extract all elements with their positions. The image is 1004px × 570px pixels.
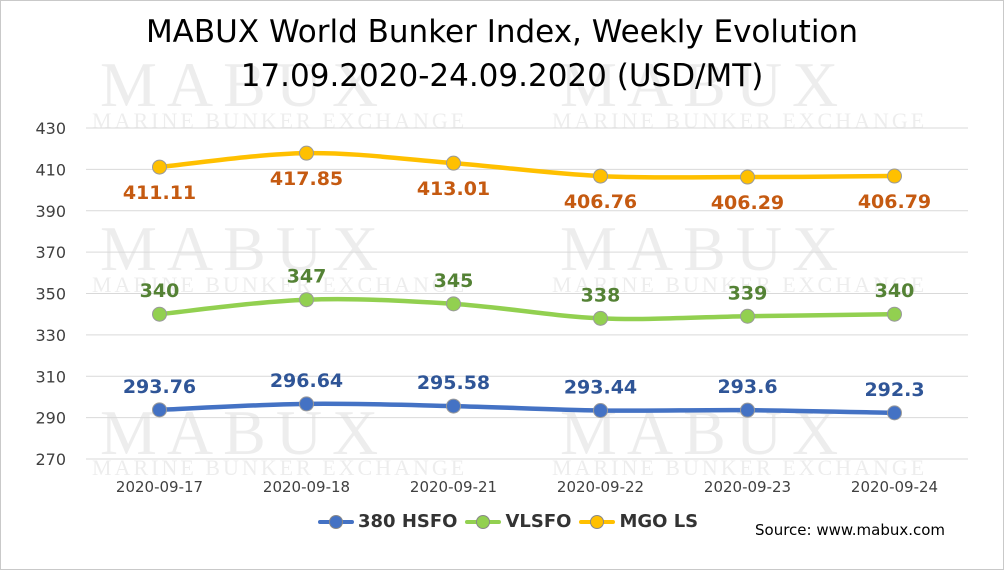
chart-title: MABUX World Bunker Index, Weekly Evoluti…: [0, 10, 1004, 98]
y-tick-label: 310: [35, 367, 66, 386]
data-point-mgo-ls: [299, 145, 314, 161]
legend-swatch-vlsfo: [465, 514, 502, 529]
legend-marker-380-hsfo: [329, 514, 343, 529]
data-point-380-hsfo: [593, 403, 608, 419]
legend-swatch-380-hsfo: [318, 514, 354, 529]
data-label-vlsfo: 338: [581, 284, 621, 306]
data-label-380-hsfo: 293.6: [717, 376, 777, 398]
data-point-mgo-ls: [887, 168, 902, 184]
legend-label-mgo-ls: MGO LS: [619, 511, 699, 532]
data-point-vlsfo: [299, 292, 314, 308]
watermark-brand: MABUX: [560, 49, 849, 120]
y-tick-label: 370: [35, 243, 66, 262]
data-point-vlsfo: [740, 308, 755, 324]
legend-item-vlsfo: VLSFO: [465, 511, 571, 532]
watermark-brand: MABUX: [100, 49, 389, 120]
y-tick-label: 290: [35, 409, 66, 428]
legend-label-vlsfo: VLSFO: [505, 511, 572, 532]
y-tick-label: 410: [35, 160, 66, 179]
y-tick-label: 330: [35, 326, 66, 345]
data-label-mgo-ls: 406.29: [711, 192, 784, 214]
y-tick-label: 350: [35, 285, 66, 304]
data-point-mgo-ls: [740, 169, 755, 185]
x-tick-label: 2020-09-23: [704, 478, 791, 496]
data-point-vlsfo: [593, 310, 608, 326]
data-point-vlsfo: [887, 306, 902, 322]
chart-title-line-1: MABUX World Bunker Index, Weekly Evoluti…: [145, 14, 859, 50]
data-point-380-hsfo: [299, 396, 314, 412]
data-label-mgo-ls: 411.11: [123, 182, 196, 204]
data-point-380-hsfo: [152, 402, 167, 418]
series-line-mgo-ls: [157, 150, 897, 180]
data-label-380-hsfo: 292.3: [864, 379, 924, 401]
x-tick-label: 2020-09-18: [263, 478, 350, 496]
data-point-mgo-ls: [152, 159, 167, 175]
legend-label-380-hsfo: 380 HSFO: [358, 511, 458, 532]
data-label-vlsfo: 339: [728, 282, 768, 304]
data-point-vlsfo: [152, 306, 167, 322]
series-line-vlsfo: [157, 296, 897, 322]
y-tick-label: 390: [35, 202, 66, 221]
legend-item-380-hsfo: 380 HSFO: [318, 511, 457, 532]
watermark-tagline: MARINE BUNKER EXCHANGE: [552, 272, 928, 297]
chart-legend: 380 HSFO VLSFO MGO LS: [318, 511, 706, 532]
data-point-vlsfo: [446, 296, 461, 312]
watermark-brand: MABUX: [560, 213, 849, 284]
data-label-mgo-ls: 417.85: [270, 168, 343, 190]
data-label-vlsfo: 345: [434, 270, 474, 292]
data-label-380-hsfo: 293.76: [123, 376, 196, 398]
data-label-vlsfo: 347: [287, 266, 327, 288]
data-point-380-hsfo: [887, 405, 902, 421]
watermark-brand: MABUX: [100, 213, 389, 284]
data-label-vlsfo: 340: [875, 280, 915, 302]
x-tick-label: 2020-09-21: [410, 478, 497, 496]
legend-marker-mgo-ls: [590, 514, 605, 529]
data-point-380-hsfo: [740, 402, 755, 418]
data-label-vlsfo: 340: [140, 280, 180, 302]
data-label-mgo-ls: 406.76: [564, 191, 637, 213]
data-label-380-hsfo: 296.64: [270, 370, 343, 392]
data-label-mgo-ls: 406.79: [858, 191, 931, 213]
chart-title-line-2: 17.09.2020-24.09.2020 (USD/MT): [240, 58, 764, 94]
y-tick-label: 270: [35, 450, 66, 469]
data-point-mgo-ls: [593, 168, 608, 184]
watermark-tagline: MARINE BUNKER EXCHANGE: [92, 108, 468, 133]
watermark-brand: MABUX: [100, 397, 389, 468]
data-label-380-hsfo: 293.44: [564, 377, 637, 399]
series-line-380-hsfo: [157, 401, 897, 416]
x-tick-label: 2020-09-24: [851, 478, 938, 496]
x-tick-label: 2020-09-17: [116, 478, 203, 496]
data-point-mgo-ls: [446, 155, 461, 171]
watermark-tagline: MARINE BUNKER EXCHANGE: [552, 108, 928, 133]
legend-marker-vlsfo: [476, 514, 491, 529]
watermark-tagline: MARINE BUNKER EXCHANGE: [92, 272, 468, 297]
data-label-mgo-ls: 413.01: [417, 178, 490, 200]
legend-item-mgo-ls: MGO LS: [579, 511, 698, 532]
y-tick-label: 430: [35, 119, 66, 138]
legend-swatch-mgo-ls: [579, 514, 616, 529]
x-tick-label: 2020-09-22: [557, 478, 644, 496]
data-label-380-hsfo: 295.58: [417, 372, 490, 394]
data-point-380-hsfo: [446, 398, 461, 414]
source-note: Source: www.mabux.com: [755, 521, 946, 539]
